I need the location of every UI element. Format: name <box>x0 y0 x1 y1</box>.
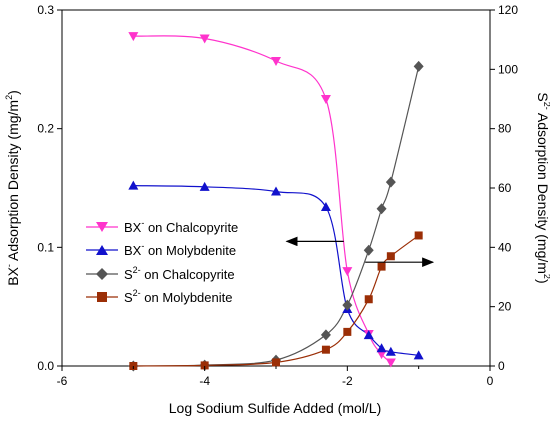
legend-marker-square <box>97 292 107 302</box>
point-s_molybdenite <box>200 361 209 370</box>
curve-bx_chalcopyrite <box>133 35 392 363</box>
legend-label-sup: 2- <box>133 265 141 275</box>
point-s_chalcopyrite <box>363 244 374 256</box>
y-right-tick-label: 80 <box>498 122 512 136</box>
legend-item-s-molybdenite: S2- on Molybdenite <box>86 288 232 305</box>
y-axis-right-title: S2- Adsorption Density (mg/m2) <box>535 92 550 283</box>
axis-ticks <box>57 9 495 371</box>
x-tick-label: -4 <box>199 374 210 388</box>
legend-marker-diamond <box>96 268 108 280</box>
point-bx_chalcopyrite <box>320 95 331 104</box>
curve-s_chalcopyrite <box>133 66 420 367</box>
point-s_molybdenite <box>377 262 386 271</box>
y-left-tick-label: 0.3 <box>37 3 54 17</box>
legend: BX- on Chalcopyrite BX- on Molybdenite S… <box>86 218 238 305</box>
point-s_molybdenite <box>386 252 395 261</box>
series-markers <box>128 32 424 372</box>
point-s_chalcopyrite <box>342 299 353 311</box>
point-bx_molybdenite <box>128 180 139 190</box>
series-curves <box>133 35 420 367</box>
point-s_molybdenite <box>364 295 373 304</box>
axis-arrows <box>285 236 435 267</box>
legend-marker-triangle-down <box>96 222 108 232</box>
legend-label-rest: on Molybdenite <box>141 290 233 305</box>
y-left-title-base: BX <box>5 266 21 285</box>
y-right-tick-label: 40 <box>498 240 512 254</box>
x-axis-title: Log Sodium Sulfide Added (mol/L) <box>169 400 381 416</box>
y-right-tick-label: 0 <box>498 359 505 373</box>
y-left-title-close: ) <box>5 90 21 95</box>
point-s_molybdenite <box>321 345 330 354</box>
svg-text:S2- on Chalcopyrite: S2- on Chalcopyrite <box>124 265 235 282</box>
y-right-title-base: S <box>535 92 550 101</box>
point-bx_molybdenite <box>271 186 281 196</box>
point-s_chalcopyrite <box>413 60 424 72</box>
y-left-tick-label: 0.2 <box>37 122 54 136</box>
x-tick-label: -2 <box>342 374 353 388</box>
point-bx_chalcopyrite <box>199 34 210 44</box>
y-axis-left-title: BX- Adsorption Density (mg/m2) <box>4 90 21 286</box>
y-right-tick-label: 120 <box>498 3 518 17</box>
legend-label-base: S <box>124 267 133 282</box>
tick-labels: -6 -4 -2 0 0.0 0.1 0.2 0.3 0 20 40 60 80 100 120 <box>37 3 518 388</box>
y-left-tick-label: 0.1 <box>37 240 54 254</box>
y-left-title-unit-sup: 2 <box>4 95 14 100</box>
point-bx_molybdenite <box>199 181 210 191</box>
point-bx_chalcopyrite <box>385 358 396 368</box>
legend-label-base: BX <box>124 220 142 235</box>
x-tick-label: 0 <box>487 374 494 388</box>
point-bx_chalcopyrite <box>128 32 139 42</box>
point-s_molybdenite <box>272 358 280 367</box>
legend-label-sup: - <box>141 218 144 228</box>
point-bx_molybdenite <box>385 346 396 356</box>
point-s_chalcopyrite <box>385 176 396 188</box>
legend-item-bx-chalcopyrite: BX- on Chalcopyrite <box>86 218 238 235</box>
y-right-title-close: ) <box>535 279 550 284</box>
legend-label-base: BX <box>124 243 142 258</box>
legend-label-rest: on Chalcopyrite <box>141 267 235 282</box>
point-bx_molybdenite <box>363 330 374 340</box>
y-right-tick-label: 60 <box>498 181 512 195</box>
legend-label-rest: on Molybdenite <box>144 243 236 258</box>
legend-label-rest: on Chalcopyrite <box>144 220 238 235</box>
svg-text:S2- on Molybdenite: S2- on Molybdenite <box>124 288 232 305</box>
point-bx_molybdenite <box>376 343 387 353</box>
legend-label-sup: 2- <box>133 288 141 298</box>
y-left-title-rest: Adsorption Density (mg/m <box>5 100 21 264</box>
y-left-tick-label: 0.0 <box>37 359 54 373</box>
svg-text:BX- on Chalcopyrite: BX- on Chalcopyrite <box>124 218 238 235</box>
y-right-tick-label: 100 <box>498 62 518 76</box>
point-bx_molybdenite <box>413 350 424 360</box>
legend-marker-triangle-up <box>96 245 108 255</box>
y-right-title-unit-sup: 2 <box>542 274 550 279</box>
point-bx_chalcopyrite <box>376 350 387 360</box>
legend-item-s-chalcopyrite: S2- on Chalcopyrite <box>86 265 235 282</box>
y-right-title-rest: Adsorption Density (mg/m <box>535 110 550 274</box>
point-s_chalcopyrite <box>320 329 331 341</box>
legend-label-base: S <box>124 290 133 305</box>
y-right-title-sup: 2- <box>542 102 550 110</box>
point-bx_chalcopyrite <box>342 267 353 277</box>
y-right-tick-label: 20 <box>498 300 512 314</box>
y-left-title-sup: - <box>4 264 14 267</box>
point-bx_chalcopyrite <box>271 57 281 67</box>
point-s_molybdenite <box>343 327 352 336</box>
point-s_chalcopyrite <box>376 203 387 215</box>
svg-text:BX- on Molybdenite: BX- on Molybdenite <box>124 241 236 258</box>
point-s_molybdenite <box>414 231 423 240</box>
legend-item-bx-molybdenite: BX- on Molybdenite <box>86 241 236 258</box>
x-tick-label: -6 <box>57 374 68 388</box>
legend-label-sup: - <box>141 241 144 251</box>
point-bx_molybdenite <box>320 201 331 211</box>
